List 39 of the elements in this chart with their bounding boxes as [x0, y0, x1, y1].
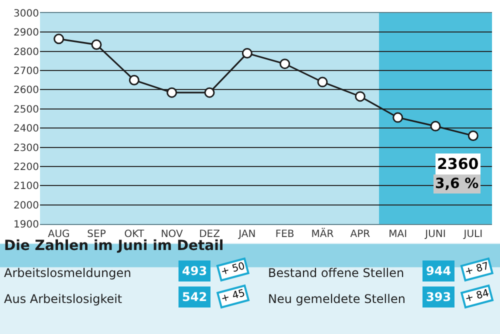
x-tick-label: AUG: [48, 229, 70, 240]
y-tick-label: 2300: [14, 142, 39, 154]
text: Neu gemeldete Stellen: [268, 292, 406, 306]
text: + 45: [220, 288, 246, 305]
annotation: 3,6 %: [435, 176, 479, 192]
text: Arbeitslosmeldungen: [4, 266, 132, 280]
y-tick-label: 2700: [14, 66, 39, 78]
text: + 87: [464, 261, 490, 278]
y-tick-label: 2100: [14, 181, 39, 192]
x-tick-label: JULI: [462, 229, 483, 240]
annotation: 2360: [437, 155, 479, 173]
x-tick-label: SEP: [87, 229, 106, 240]
text: Die Zahlen im Juni im Detail: [4, 238, 224, 254]
x-tick-label: APR: [350, 229, 370, 240]
x-tick-label: MAI: [388, 229, 408, 240]
y-tick-label: 2200: [14, 162, 39, 173]
y-tick-label: 2400: [14, 124, 39, 135]
text: Aus Arbeitslosigkeit: [4, 292, 122, 306]
text: 542: [182, 290, 208, 304]
y-tick-label: 2600: [14, 85, 39, 96]
text: 944: [426, 264, 452, 278]
y-tick-label: 1900: [14, 220, 39, 230]
y-tick-label: 2000: [14, 200, 39, 212]
x-tick-label: NOV: [160, 229, 183, 240]
x-tick-label: DEZ: [199, 229, 220, 240]
y-tick-label: 2500: [14, 104, 39, 116]
y-tick-label: 3000: [14, 8, 39, 20]
text: Bestand offene Stellen: [268, 266, 404, 280]
x-tick-label: FEB: [275, 229, 294, 240]
text: + 84: [464, 288, 490, 305]
text: + 50: [220, 261, 246, 278]
x-tick-label: MÄR: [311, 227, 334, 240]
x-tick-label: OKT: [124, 229, 145, 240]
text: 393: [426, 290, 452, 304]
y-tick-label: 2900: [14, 28, 39, 39]
x-tick-label: JAN: [238, 229, 256, 240]
x-tick-label: JUNI: [424, 229, 446, 240]
text: 493: [182, 264, 208, 278]
y-tick-label: 2800: [14, 46, 39, 58]
